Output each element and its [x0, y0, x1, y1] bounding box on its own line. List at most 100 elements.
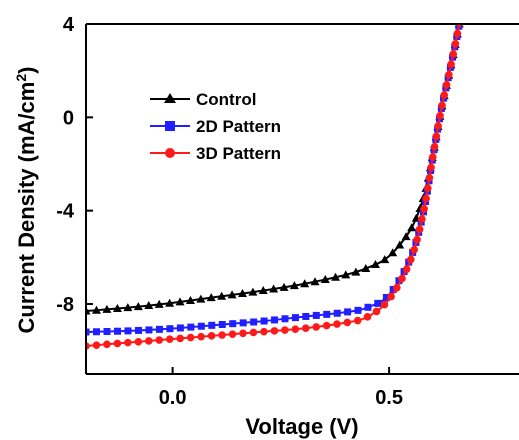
data-point — [445, 70, 453, 79]
data-point — [207, 332, 216, 340]
y-tick-label: 0 — [63, 107, 74, 129]
data-point — [438, 101, 446, 110]
data-point — [281, 315, 289, 323]
legend-item-3d-pattern: 3D Pattern — [150, 144, 281, 163]
data-point — [103, 340, 111, 349]
data-point — [428, 153, 437, 161]
data-point — [333, 320, 341, 328]
data-point — [364, 303, 372, 311]
data-point — [134, 326, 142, 334]
data-point — [206, 293, 216, 302]
data-point — [343, 318, 352, 327]
data-point — [436, 111, 444, 120]
data-point — [407, 223, 417, 232]
series-2d-pattern — [86, 24, 463, 336]
data-point — [320, 275, 330, 284]
data-point — [249, 328, 258, 337]
data-point — [144, 337, 153, 345]
data-point — [134, 337, 143, 346]
y-axis-title-close: ) — [14, 67, 39, 74]
data-point — [434, 122, 442, 130]
data-point — [186, 333, 195, 342]
legend-label-2d-pattern: 2D Pattern — [196, 117, 281, 136]
x-tick-label: 0.5 — [375, 387, 403, 409]
data-point — [185, 296, 195, 305]
y-tick-label: -4 — [56, 201, 75, 223]
data-point — [228, 330, 237, 338]
data-point — [406, 255, 415, 264]
y-axis-title-superscript: 2 — [13, 74, 29, 82]
data-point — [176, 324, 184, 332]
data-point — [382, 293, 390, 301]
data-point — [398, 274, 406, 283]
data-point — [187, 323, 195, 331]
data-point — [289, 281, 299, 290]
data-point — [380, 255, 390, 264]
data-point — [239, 319, 247, 327]
data-point — [217, 291, 227, 300]
data-point — [227, 290, 237, 299]
legend-label-3d-pattern: 3D Pattern — [196, 144, 281, 163]
legend-label-control: Control — [196, 90, 256, 109]
data-point — [415, 225, 424, 234]
data-point — [279, 282, 289, 291]
data-point — [103, 328, 111, 336]
series-3d-pattern — [86, 24, 464, 350]
data-point — [341, 270, 351, 279]
legend-marker-control — [164, 93, 176, 103]
data-point — [92, 328, 100, 336]
data-point — [291, 325, 300, 334]
y-tick-label: 4 — [63, 14, 75, 36]
data-point — [124, 327, 132, 335]
data-point — [361, 264, 371, 273]
data-point — [387, 292, 395, 301]
data-point — [166, 325, 174, 333]
data-point — [208, 321, 216, 329]
series-line-3d-pattern — [86, 24, 461, 347]
data-point — [102, 304, 112, 313]
data-point — [374, 299, 382, 307]
legend-item-control: Control — [150, 90, 256, 109]
data-point — [92, 341, 101, 349]
data-point — [281, 326, 289, 334]
data-point — [389, 285, 397, 293]
data-point — [323, 310, 331, 318]
data-point — [447, 60, 455, 69]
data-point — [291, 314, 299, 322]
data-point — [402, 265, 411, 274]
data-point — [395, 240, 405, 249]
data-point — [248, 287, 258, 296]
data-point — [331, 272, 341, 281]
legend-item-2d-pattern: 2D Pattern — [150, 117, 281, 136]
data-point — [401, 232, 411, 241]
data-point — [145, 326, 153, 334]
legend: Control 2D Pattern 3D Pattern — [150, 90, 281, 163]
data-point — [91, 305, 101, 314]
data-point — [427, 163, 435, 172]
data-point — [218, 331, 226, 339]
y-axis-title-main: Current Density (mA/cm — [14, 82, 39, 334]
data-point — [449, 50, 458, 58]
data-point — [260, 327, 268, 336]
x-tick-label: 0.0 — [159, 387, 187, 409]
data-point — [410, 245, 419, 254]
data-point — [451, 40, 460, 48]
data-point — [363, 313, 372, 321]
data-point — [351, 267, 361, 276]
data-point — [430, 142, 439, 151]
data-point — [393, 283, 401, 292]
data-point — [453, 29, 462, 38]
tick-layer: 0.0 0.5 -8 -4 0 4 — [56, 14, 403, 409]
data-point — [301, 324, 310, 332]
data-point — [413, 235, 421, 244]
data-point — [258, 286, 268, 295]
data-point — [380, 300, 389, 309]
data-point — [196, 294, 206, 303]
data-point — [113, 327, 121, 335]
data-point — [133, 302, 143, 311]
data-point — [442, 81, 451, 89]
data-point — [270, 327, 279, 335]
data-point — [123, 303, 133, 312]
data-point — [333, 309, 341, 317]
